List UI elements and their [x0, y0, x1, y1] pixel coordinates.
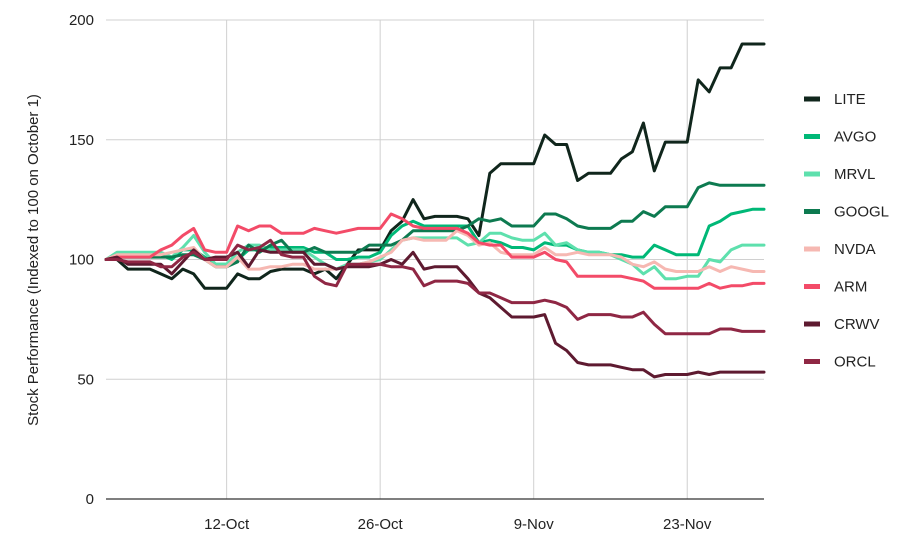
series-line-lite	[104, 42, 766, 290]
legend-label-arm: ARM	[834, 279, 867, 296]
x-tick-label: 26-Oct	[358, 516, 404, 533]
y-tick-label: 150	[69, 132, 94, 149]
series-line-nvda	[104, 229, 766, 273]
legend: LITE AVGO MRVL GOOGL NVDA ARM CRWV ORCL	[804, 91, 889, 371]
y-tick-label: 0	[86, 491, 94, 508]
legend-label-orcl: ORCL	[834, 354, 876, 371]
series-lines	[104, 42, 766, 379]
legend-label-mrvl: MRVL	[834, 166, 875, 183]
series-line-mrvl	[104, 231, 766, 281]
y-axis-label: Stock Performance (Indexed to 100 on Oct…	[25, 94, 42, 426]
x-tick-label: 9-Nov	[514, 516, 555, 533]
axes: 0 50 100 150 200 12-Oct 26-Oct 9-Nov 23-Nov	[69, 12, 764, 533]
y-tick-label: 200	[69, 12, 94, 29]
series-line-crwv	[104, 248, 766, 379]
x-tick-label: 12-Oct	[204, 516, 250, 533]
x-tick-label: 23-Nov	[663, 516, 712, 533]
legend-label-avgo: AVGO	[834, 129, 876, 146]
series-line-arm	[104, 212, 766, 290]
y-tick-label: 50	[77, 371, 94, 388]
series-line-orcl	[104, 238, 766, 336]
legend-label-lite: LITE	[834, 91, 866, 108]
legend-label-googl: GOOGL	[834, 204, 889, 221]
legend-label-crwv: CRWV	[834, 316, 880, 333]
y-tick-label: 100	[69, 252, 94, 269]
legend-label-nvda: NVDA	[834, 241, 876, 258]
